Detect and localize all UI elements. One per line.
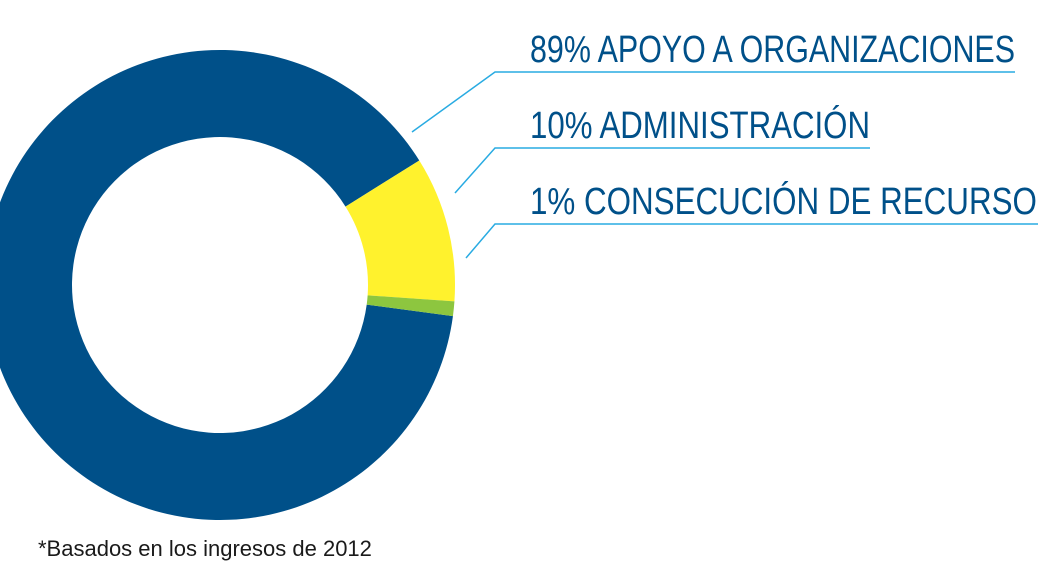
value-label: 10% [530, 105, 592, 147]
value-label: 89% [530, 29, 591, 71]
legend-label: 89% APOYO A ORGANIZACIONES [530, 29, 1015, 71]
legend-label: 10% ADMINISTRACIÓN [530, 104, 870, 147]
leader-line [465, 223, 1038, 259]
footnote: *Basados en los ingresos de 2012 [38, 536, 372, 561]
category-label: ADMINISTRACIÓN [599, 104, 870, 147]
category-label: CONSECUCIÓN DE RECURSOS* [584, 180, 1038, 223]
leader-line [454, 147, 870, 194]
donut-slice [345, 160, 455, 302]
value-label: 1% [530, 181, 575, 223]
legend-label: 1% CONSECUCIÓN DE RECURSOS* [530, 180, 1038, 223]
donut-slice [366, 295, 455, 317]
leader-line [411, 71, 1015, 133]
donut-slice [0, 50, 453, 520]
category-label: APOYO A ORGANIZACIONES [598, 29, 1015, 71]
